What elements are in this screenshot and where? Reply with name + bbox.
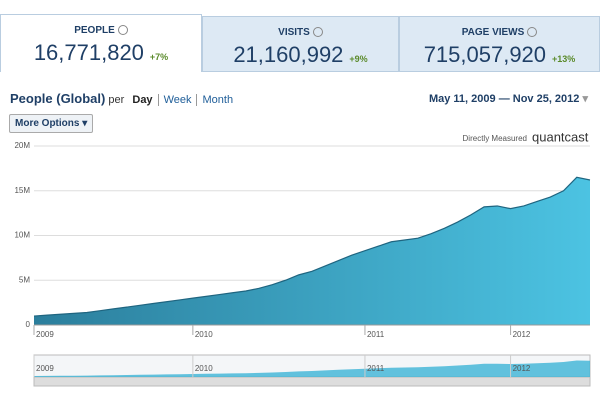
navigator-label: 2009: [36, 364, 54, 373]
tab[interactable]: VISITS 21,160,992 +9%: [202, 16, 399, 72]
navigator-label: 2012: [513, 364, 531, 373]
date-range[interactable]: May 11, 2009 — Nov 25, 2012 ▾: [428, 93, 588, 105]
tab-change: +7%: [149, 52, 169, 62]
per-label: per: [108, 94, 125, 106]
x-tick-label: 2010: [195, 330, 213, 339]
chart-title: People (Global): [10, 91, 106, 106]
date-start: May 11, 2009: [428, 93, 496, 105]
navigator-area: [34, 360, 590, 377]
area: [34, 177, 590, 325]
measured-label: Directly Measured: [463, 134, 527, 143]
tab-label: PAGE VIEWS: [461, 27, 525, 38]
tab-change: +9%: [349, 54, 368, 64]
y-tick-label: 5M: [19, 275, 30, 284]
tab-value: 16,771,820: [33, 40, 144, 65]
y-tick-label: 0: [26, 320, 31, 329]
period-link[interactable]: Day: [132, 94, 153, 106]
line: [33, 176, 591, 317]
y-tick-label: 10M: [14, 231, 30, 240]
chart-header: People (Global) per Day Week Month: [10, 91, 239, 106]
date-sep: —: [498, 93, 510, 105]
tab-change: +13%: [552, 54, 576, 64]
tab[interactable]: PAGE VIEWS 715,057,920 +13%: [399, 16, 600, 72]
button-label: More Options: [15, 118, 80, 129]
help-icon[interactable]: [527, 27, 538, 38]
help-icon[interactable]: [312, 27, 323, 38]
x-tick-label: 2011: [367, 330, 385, 339]
tab-label: PEOPLE: [74, 25, 115, 36]
navigator-label: 2010: [195, 364, 213, 373]
tab-value: 715,057,920: [423, 42, 547, 67]
help-icon[interactable]: [117, 25, 128, 36]
x-tick-label: 2012: [513, 330, 531, 339]
tab-label: VISITS: [278, 27, 310, 38]
y-tick-label: 15M: [14, 186, 30, 195]
period-link[interactable]: Month: [196, 94, 239, 106]
scrollbar[interactable]: [33, 376, 591, 387]
brand-logo: quantcast: [532, 129, 589, 144]
tab[interactable]: PEOPLE 16,771,820 +7%: [0, 14, 202, 72]
date-end: Nov 25, 2012: [512, 93, 580, 105]
tab-value: 21,160,992: [233, 42, 344, 67]
period-link[interactable]: Week: [157, 94, 197, 106]
x-tick-label: 2009: [36, 330, 54, 339]
navigator-label: 2011: [367, 364, 385, 373]
more-options-button[interactable]: More Options ▾: [9, 114, 94, 133]
y-tick-label: 20M: [14, 141, 30, 150]
